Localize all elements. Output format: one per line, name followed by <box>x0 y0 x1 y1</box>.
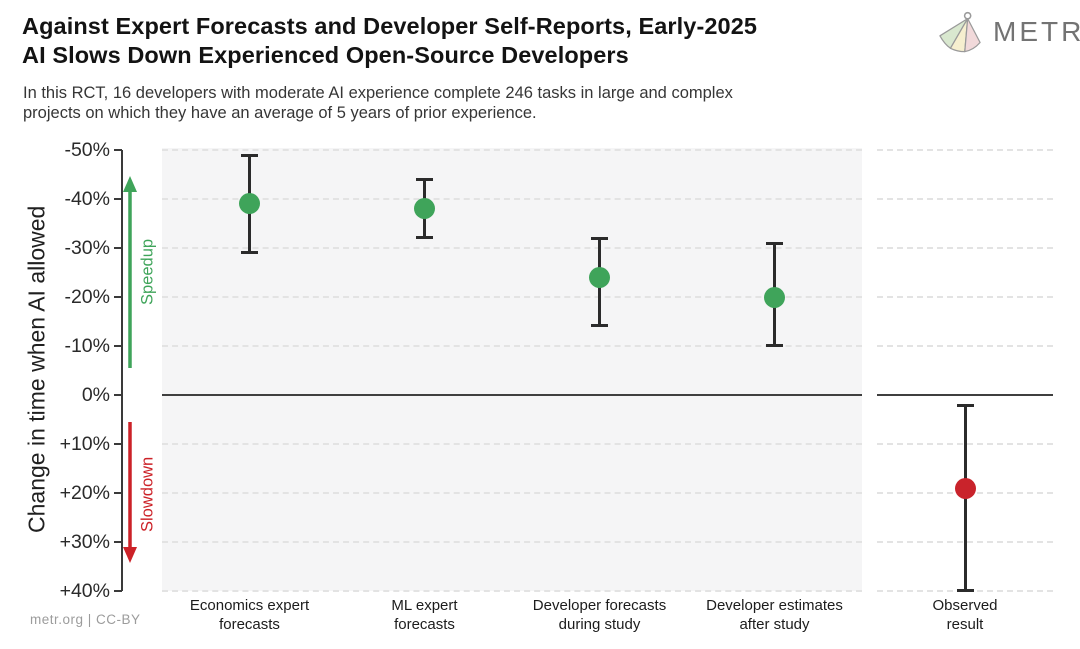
y-tick-label: -20% <box>64 286 110 308</box>
y-tick-mark <box>114 492 122 494</box>
y-tick-label: -30% <box>64 237 110 259</box>
slowdown-label: Slowdown <box>138 456 157 533</box>
y-tick-mark <box>114 443 122 445</box>
metr-wordmark: METR <box>993 16 1080 47</box>
metr-logo: METR <box>936 10 1080 54</box>
data-point <box>764 286 785 308</box>
error-bar-cap-top <box>766 242 783 246</box>
y-tick-label: -10% <box>64 335 110 357</box>
y-tick-label: +30% <box>59 531 110 553</box>
y-axis-line <box>121 150 123 591</box>
y-tick-mark <box>114 345 122 347</box>
y-axis-title: Change in time when AI allowed <box>23 205 50 534</box>
gridline <box>162 247 862 249</box>
error-bar-cap-top <box>241 153 258 157</box>
page-title: Against Expert Forecasts and Developer S… <box>22 13 758 68</box>
error-bar-cap-bottom <box>956 589 974 592</box>
y-tick-mark <box>114 394 122 396</box>
gridline <box>162 492 862 494</box>
speedup-arrow-icon <box>123 176 137 368</box>
y-tick-label: -40% <box>64 188 110 210</box>
data-point <box>589 266 610 288</box>
observed-panel <box>877 148 1053 592</box>
category-label: Developer estimates after study <box>706 597 843 633</box>
error-bar-cap-bottom <box>766 344 783 347</box>
y-tick-label: +20% <box>59 482 110 504</box>
error-bar-cap-top <box>416 178 433 182</box>
y-tick-mark <box>114 296 122 298</box>
y-tick-label: +40% <box>59 580 110 602</box>
y-tick-mark <box>114 247 122 249</box>
gridline <box>162 198 862 200</box>
error-bar-cap-bottom <box>241 250 258 254</box>
gridline <box>162 590 862 592</box>
gridline <box>162 149 862 151</box>
gridline <box>162 541 862 543</box>
metr-fan-icon <box>939 11 981 53</box>
zero-line <box>877 394 1053 396</box>
gridline <box>877 345 1053 347</box>
error-bar-cap-bottom <box>416 236 433 240</box>
data-point <box>239 193 260 215</box>
speedup-label: Speedup <box>138 238 157 306</box>
gridline <box>162 443 862 445</box>
gridline <box>877 149 1053 151</box>
y-tick-mark <box>114 149 122 151</box>
credit-text: metr.org | CC-BY <box>30 612 141 627</box>
y-tick-mark <box>114 541 122 543</box>
gridline <box>877 198 1053 200</box>
gridline <box>162 296 862 298</box>
y-tick-label: 0% <box>81 384 110 406</box>
data-point <box>954 477 976 499</box>
error-bar-cap-top <box>956 403 974 407</box>
gridline <box>877 247 1053 249</box>
category-label: Developer forecasts during study <box>532 597 667 633</box>
y-tick-label: -50% <box>64 139 110 161</box>
gridline <box>162 345 862 347</box>
forecast-panel <box>162 148 862 592</box>
chart-subtitle: In this RCT, 16 developers with moderate… <box>23 84 733 122</box>
category-label: Observed result <box>932 597 998 633</box>
data-point <box>414 198 435 220</box>
category-label: Economics expert forecasts <box>189 597 310 633</box>
error-bar-cap-bottom <box>591 324 608 328</box>
error-bar-cap-top <box>591 237 608 241</box>
zero-line <box>162 394 862 396</box>
y-tick-mark <box>114 590 122 592</box>
y-tick-mark <box>114 198 122 200</box>
category-label: ML expert forecasts <box>391 597 458 633</box>
slowdown-arrow-icon <box>123 422 137 563</box>
gridline <box>877 296 1053 298</box>
y-tick-label: +10% <box>59 433 110 455</box>
